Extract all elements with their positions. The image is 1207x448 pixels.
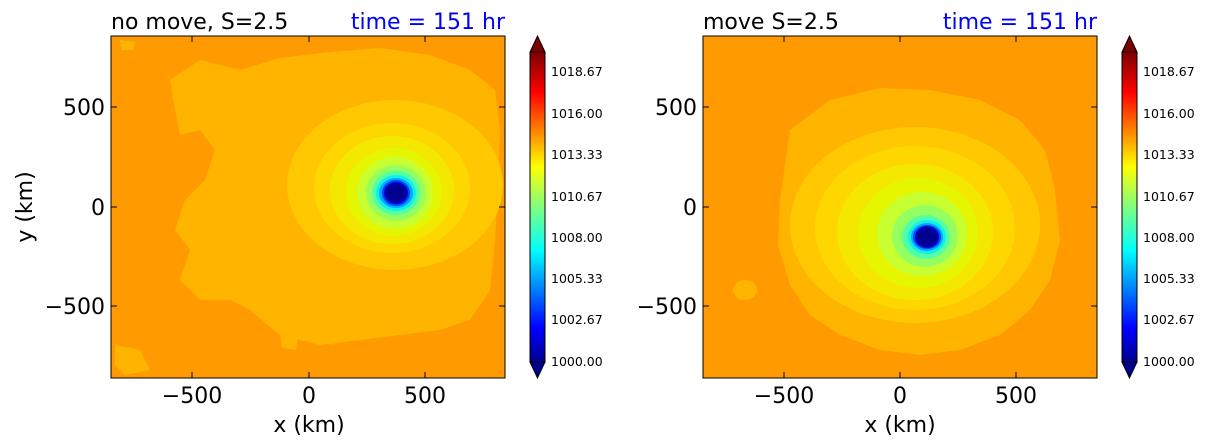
colorbar-tick-label: 1010.67 [551, 189, 603, 204]
colorbar-tick-label: 1002.67 [1143, 312, 1195, 327]
colorbar-extend-min [1121, 361, 1138, 380]
colorbar-1: 1018.67 1016.00 1013.33 1010.67 1008.00 … [529, 34, 603, 380]
panel-1: −500 0 500 500 0 −500 no move, S=2.5 tim… [13, 10, 506, 438]
chart-title-time: time = 151 hr [943, 10, 1098, 35]
chart-title-left: move S=2.5 [703, 10, 839, 35]
colorbar-tick-label: 1005.33 [551, 271, 603, 286]
colorbar-tick-label: 1018.67 [1143, 64, 1195, 79]
colorbar-tick-label: 1016.00 [551, 106, 603, 121]
x-tick-label: 500 [404, 384, 446, 409]
colorbar-gradient [529, 51, 546, 363]
x-tick-label: 0 [893, 384, 907, 409]
colorbar-2: 1018.67 1016.00 1013.33 1010.67 1008.00 … [1121, 34, 1195, 380]
colorbar-tick-label: 1002.67 [551, 312, 603, 327]
colorbar-tick-label: 1008.00 [1143, 230, 1195, 245]
colorbar-tick-label: 1000.00 [551, 354, 603, 369]
contour-field-2 [703, 36, 1097, 378]
x-tick-label: −500 [754, 384, 814, 409]
chart-title-time: time = 151 hr [351, 10, 506, 35]
y-axis-label: y (km) [13, 171, 38, 242]
colorbar-extend-max [1121, 34, 1138, 53]
x-axis-label: x (km) [864, 413, 935, 438]
ticks-2 [703, 36, 1097, 378]
panel-2: −500 0 500 500 0 −500 move S=2.5 time = … [637, 10, 1098, 438]
colorbar-extend-max [529, 34, 546, 53]
y-tick-label: 0 [91, 196, 105, 221]
y-tick-label: 500 [63, 96, 105, 121]
colorbar-tick-label: 1016.00 [1143, 106, 1195, 121]
x-tick-label: 0 [302, 384, 316, 409]
x-tick-label: −500 [162, 384, 222, 409]
ticks-1 [111, 36, 505, 378]
y-tick-label: 500 [655, 96, 697, 121]
chart-title-left: no move, S=2.5 [111, 10, 288, 35]
x-axis-label: x (km) [273, 413, 344, 438]
y-tick-label: −500 [45, 295, 105, 320]
colorbar-extend-min [529, 361, 546, 380]
y-tick-label: 0 [683, 196, 697, 221]
colorbar-gradient [1121, 51, 1138, 363]
colorbar-tick-label: 1013.33 [551, 147, 603, 162]
y-tick-label: −500 [637, 295, 697, 320]
colorbar-tick-label: 1008.00 [551, 230, 603, 245]
contour-field-1 [111, 36, 505, 378]
colorbar-tick-label: 1013.33 [1143, 147, 1195, 162]
colorbar-tick-label: 1018.67 [551, 64, 603, 79]
x-tick-label: 500 [995, 384, 1037, 409]
colorbar-tick-label: 1005.33 [1143, 271, 1195, 286]
colorbar-tick-label: 1010.67 [1143, 189, 1195, 204]
colorbar-tick-label: 1000.00 [1143, 354, 1195, 369]
